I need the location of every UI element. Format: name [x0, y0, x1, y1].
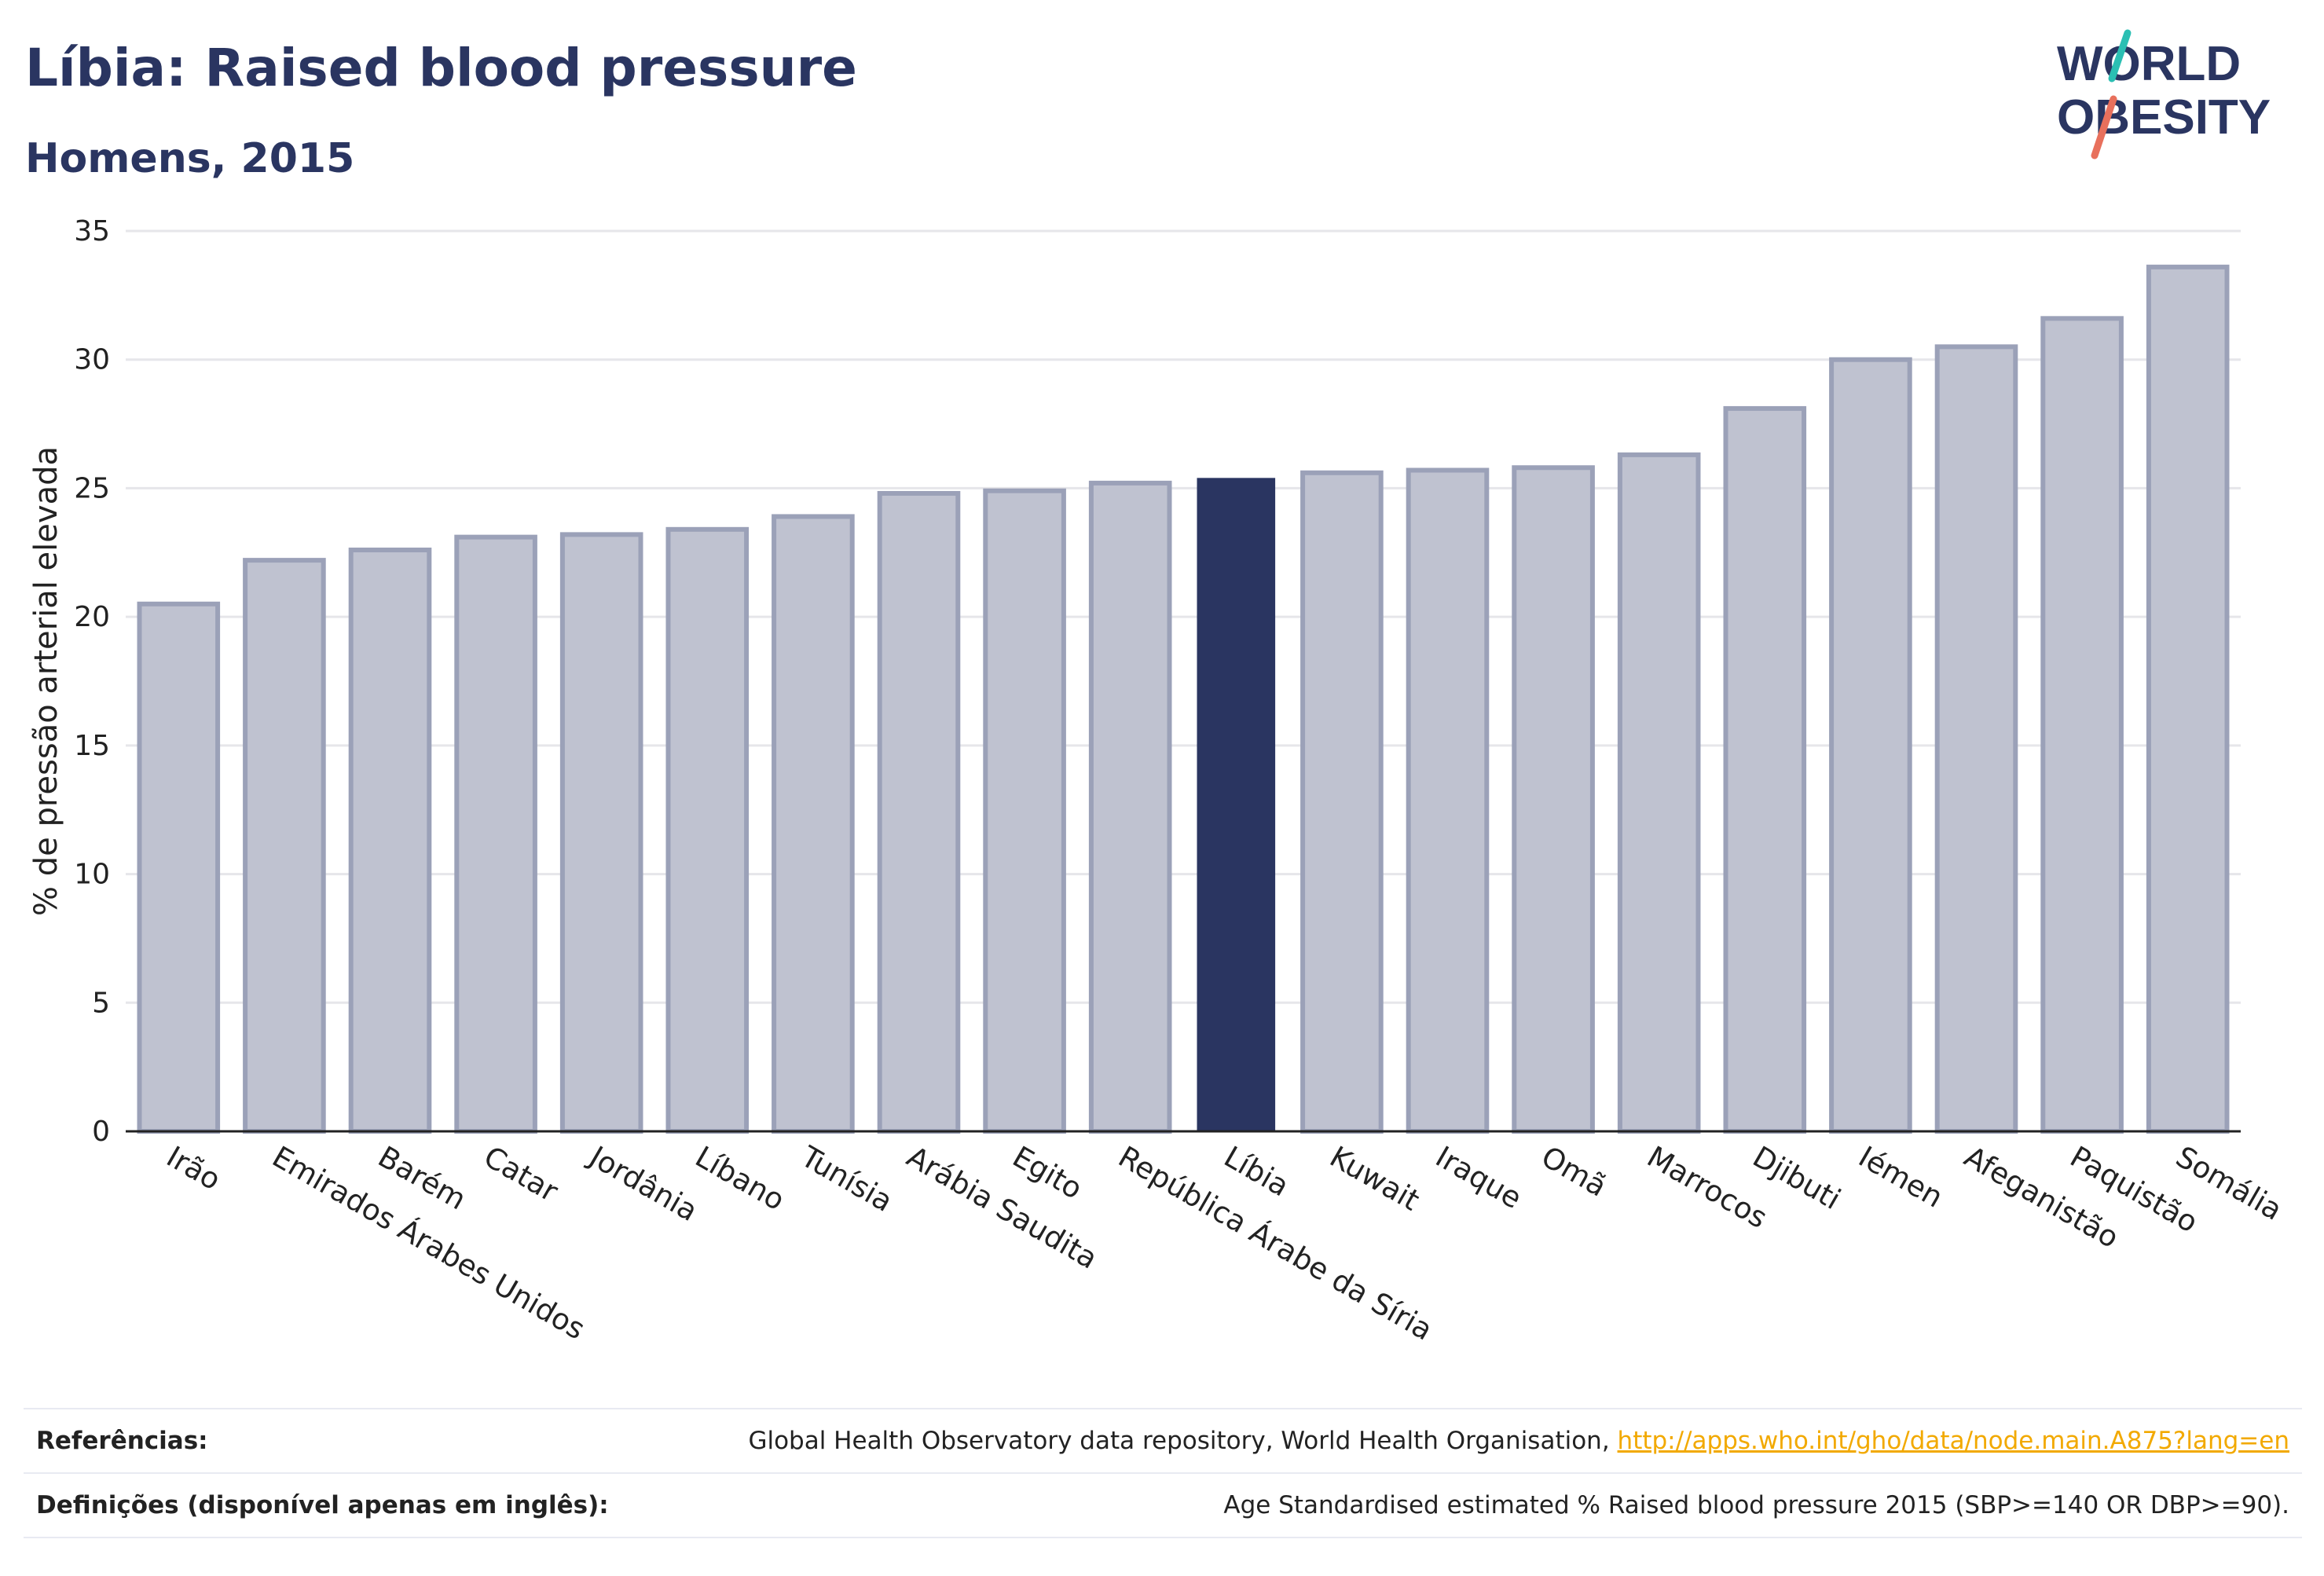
x-tick-label: Egito	[1007, 1140, 1088, 1206]
bar	[1934, 344, 2018, 1134]
bar	[137, 601, 221, 1134]
logo-slash-bottom	[2091, 95, 2117, 159]
x-tick-label: Líbano	[690, 1140, 790, 1218]
references-label: Referências:	[36, 1427, 208, 1455]
references-text: Global Health Observatory data repositor…	[748, 1427, 1618, 1455]
logo-line-obesity: OBESITY	[2057, 90, 2271, 145]
bar	[1829, 357, 1912, 1134]
bar-chart: 0 5 10 15 20 25 30 35 Irão Emirados Árabes Unido…	[28, 215, 2288, 1347]
bar	[772, 514, 855, 1134]
definitions-label: Definições (disponível apenas em inglês)…	[36, 1491, 609, 1519]
y-tick-label: 0	[92, 1116, 110, 1148]
bar	[1300, 470, 1384, 1134]
references-link[interactable]: http://apps.who.int/gho/data/node.main.A…	[1617, 1427, 2289, 1455]
footer: Referências: Global Health Observatory d…	[24, 1408, 2302, 1538]
references-row: Referências: Global Health Observatory d…	[24, 1408, 2302, 1472]
x-tick-label: Marrocos	[1641, 1140, 1772, 1235]
bar	[2040, 316, 2124, 1134]
x-tick-label: Líbia	[1219, 1140, 1295, 1204]
y-tick-labels: 0 5 10 15 20 25 30 35	[74, 215, 110, 1148]
x-tick-label: Omã	[1536, 1140, 1613, 1204]
definitions-value: Age Standardised estimated % Raised bloo…	[1223, 1491, 2289, 1519]
references-value: Global Health Observatory data repositor…	[748, 1427, 2289, 1455]
bar	[665, 526, 750, 1134]
bar	[877, 490, 961, 1134]
y-axis-label: % de pressão arterial elevada	[28, 446, 64, 916]
y-tick-label: 20	[74, 601, 110, 633]
bar	[348, 548, 432, 1134]
x-tick-label: Iraque	[1430, 1140, 1527, 1215]
y-tick-label: 25	[74, 472, 110, 504]
x-tick-label: Catar	[478, 1140, 565, 1209]
definitions-row: Definições (disponível apenas em inglês)…	[24, 1472, 2302, 1538]
x-tick-label: Iémen	[1853, 1140, 1948, 1215]
x-tick-label: Irão	[161, 1140, 226, 1197]
bar	[1512, 465, 1595, 1134]
y-tick-label: 5	[92, 987, 110, 1019]
x-tick-label: Arábia Saudita	[901, 1140, 1103, 1276]
bar	[1617, 452, 1701, 1134]
bar-highlight	[1197, 478, 1276, 1131]
bar	[983, 488, 1066, 1134]
y-tick-label: 10	[74, 859, 110, 891]
x-tick-label: Kuwait	[1324, 1140, 1425, 1218]
logo-line-world: WORLD	[2057, 37, 2241, 91]
logo-slash-top	[2108, 29, 2132, 82]
y-tick-label: 15	[74, 730, 110, 762]
y-tick-label: 35	[74, 215, 110, 247]
x-tick-label: Tunísia	[795, 1139, 899, 1219]
bar	[1088, 480, 1172, 1134]
world-obesity-logo: WORLD OBESITY	[2057, 29, 2271, 159]
bar	[1723, 405, 1807, 1134]
grid-lines	[126, 229, 2241, 1004]
bar	[454, 534, 537, 1134]
bar	[559, 532, 643, 1134]
bars	[137, 264, 2230, 1134]
chart-title: Líbia: Raised blood pressure	[25, 38, 857, 98]
y-tick-label: 30	[74, 344, 110, 376]
bar	[2146, 264, 2230, 1134]
x-tick-label: Jordânia	[582, 1139, 703, 1229]
bar	[243, 558, 326, 1134]
chart-subtitle: Homens, 2015	[25, 135, 355, 182]
bar	[1406, 467, 1490, 1134]
